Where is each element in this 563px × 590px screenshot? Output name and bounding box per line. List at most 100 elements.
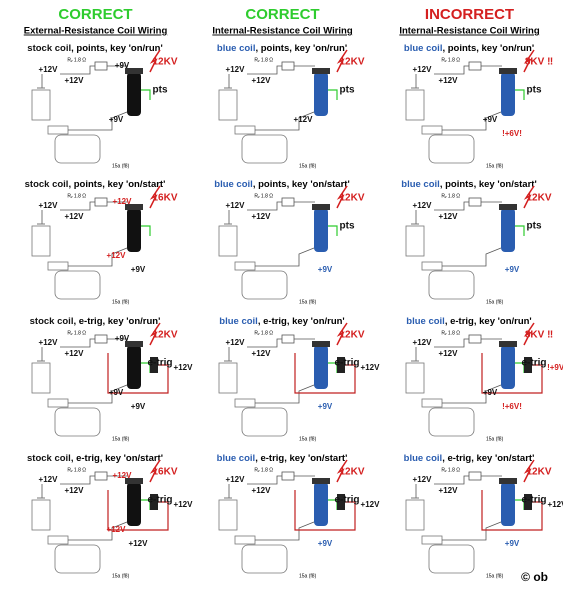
voltage-label: +12V — [361, 500, 381, 509]
ballast-resistor — [94, 334, 108, 344]
column-subtitle: External-Resistance Coil Wiring — [24, 26, 168, 37]
voltage-label: 12KV — [152, 57, 177, 68]
voltage-label: 16KV — [152, 193, 177, 204]
fuse-label: 15a (f8) — [112, 299, 130, 305]
wire — [255, 247, 315, 267]
panel: blue coil, points, key 'on/start' Rᵥ 1.8 … — [214, 179, 365, 306]
coil-name: blue coil — [406, 316, 445, 327]
coil-cap — [312, 204, 330, 210]
column-subtitle: Internal-Resistance Coil Wiring — [399, 26, 540, 37]
starter-solenoid — [234, 398, 256, 408]
coil-name: blue coil — [214, 179, 253, 190]
coil-name: blue coil — [401, 179, 440, 190]
title-rest: , e-trig, key 'on/start' — [442, 453, 534, 464]
fuse-label: 15a (f8) — [299, 573, 317, 579]
voltage-label: 12KV — [526, 467, 551, 478]
voltage-label: +12V — [174, 500, 194, 509]
voltage-label: +12V — [107, 525, 127, 534]
ballast-resistor — [468, 61, 482, 71]
starter-solenoid — [421, 261, 443, 271]
wire — [442, 521, 502, 541]
battery — [218, 89, 238, 121]
battery — [31, 225, 51, 257]
panel-title: blue coil, points, key 'on/run' — [217, 43, 347, 54]
title-rest: , e-trig, key 'on/run' — [258, 316, 345, 327]
ignition-coil — [127, 482, 141, 526]
spark-bolt — [149, 185, 161, 209]
ballast-resistor — [94, 471, 108, 481]
ignition-coil — [127, 208, 141, 252]
wire — [60, 201, 128, 211]
wire — [247, 65, 315, 75]
starter-body — [241, 544, 288, 574]
voltage-label: e-trig — [148, 358, 173, 369]
starter-body — [428, 407, 475, 437]
battery — [405, 89, 425, 121]
coil-cap — [125, 478, 143, 484]
voltage-label: e-trig — [148, 495, 173, 506]
voltage-label: +12V — [294, 115, 314, 124]
panel-title: stock coil, points, key 'on/start' — [25, 179, 166, 190]
panel-title: stock coil, points, key 'on/run' — [27, 43, 162, 54]
wire — [60, 475, 128, 485]
voltage-label: +12V — [439, 76, 459, 85]
resistor-label: Rᵥ 1.8 Ω — [67, 193, 86, 199]
module-wire — [107, 353, 169, 394]
starter-body — [241, 134, 288, 164]
starter-solenoid — [47, 535, 69, 545]
voltage-label: 12KV — [526, 193, 551, 204]
voltage-label: e-trig — [522, 358, 547, 369]
voltage-label: +12V — [361, 363, 381, 372]
voltage-label: +12V — [439, 212, 459, 221]
trigger-wire — [141, 89, 151, 100]
resistor-label: Rᵥ 1.8 Ω — [441, 57, 460, 63]
starter-body — [241, 270, 288, 300]
column-subtitle: Internal-Resistance Coil Wiring — [212, 26, 353, 37]
wire — [60, 338, 128, 348]
fuse-label: 15a (f8) — [299, 299, 317, 305]
module-wire — [107, 490, 169, 531]
wire — [442, 247, 502, 267]
resistor-label: Rᵥ 1.8 Ω — [254, 193, 273, 199]
voltage-label: +9V — [318, 539, 333, 548]
fuse-label: 15a (f8) — [299, 436, 317, 442]
wire — [68, 384, 128, 404]
voltage-label: +9V — [115, 334, 130, 343]
panel-title: blue coil, points, key 'on/start' — [214, 179, 349, 190]
fuse-label: 15a (f8) — [486, 573, 504, 579]
resistor-label: Rᵥ 1.8 Ω — [254, 467, 273, 473]
ignition-coil — [127, 345, 141, 389]
panel: blue coil, e-trig, key 'on/run' Rᵥ 1.8 Ω 1… — [405, 316, 563, 442]
starter-solenoid — [47, 398, 69, 408]
starter-body — [54, 134, 101, 164]
module-wire — [294, 353, 356, 394]
starter-body — [428, 270, 475, 300]
ballast-resistor — [468, 197, 482, 207]
panel: stock coil, points, key 'on/run' Rᵥ 1.8 Ω… — [27, 43, 178, 170]
starter-body — [54, 407, 101, 437]
voltage-label: 12KV — [339, 57, 364, 68]
panel: blue coil, points, key 'on/run' Rᵥ 1.8 Ω 1… — [404, 43, 553, 170]
voltage-label: 12KV — [339, 467, 364, 478]
column-status: CORRECT — [245, 6, 319, 23]
voltage-label: e-trig — [335, 495, 360, 506]
voltage-label: +9V — [505, 265, 520, 274]
voltage-label: +12V — [107, 251, 127, 260]
voltage-label: 12KV — [339, 193, 364, 204]
ballast-resistor — [281, 471, 295, 481]
voltage-label: +12V — [413, 65, 433, 74]
voltage-label: +12V — [113, 197, 133, 206]
wire — [442, 111, 502, 131]
e-trig-module — [524, 494, 532, 510]
title-rest: , points, key 'on/start' — [253, 179, 350, 190]
trigger-wire — [141, 225, 151, 236]
spark-bolt — [523, 459, 535, 483]
spark-bolt — [336, 322, 348, 346]
voltage-label: e-trig — [335, 358, 360, 369]
coil-cap — [125, 68, 143, 74]
module-wire — [481, 490, 543, 531]
panel: stock coil, points, key 'on/start' Rᵥ 1.8… — [25, 179, 178, 306]
starter-solenoid — [234, 261, 256, 271]
voltage-label: +12V — [65, 349, 85, 358]
spark-bolt — [336, 49, 348, 73]
